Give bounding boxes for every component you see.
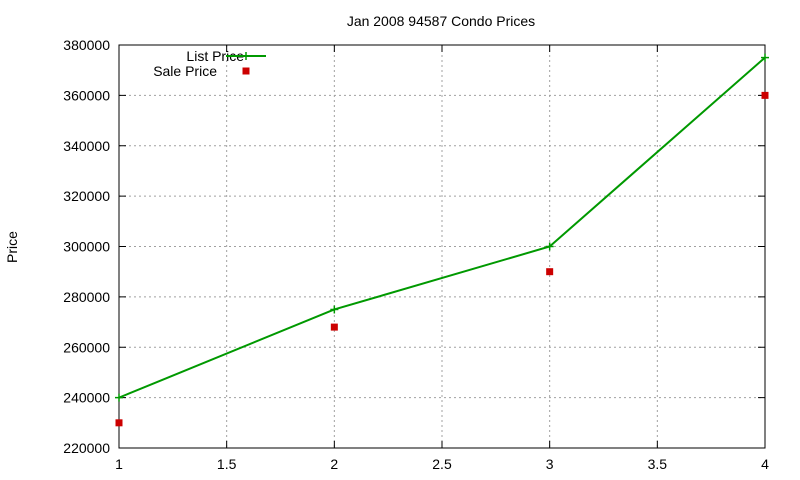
legend-marker-list-price	[242, 52, 250, 60]
y-tick-label: 280000	[63, 289, 110, 305]
y-tick-label: 300000	[63, 239, 110, 255]
x-tick-label: 1	[115, 456, 123, 472]
data-point-square	[546, 268, 554, 276]
data-point-plus	[115, 393, 123, 402]
grid-lines	[119, 45, 765, 448]
plot-area-frame	[118, 44, 766, 449]
x-axis-ticks: 1 1.5 2 2.5 3 3.5 4	[115, 45, 769, 472]
data-point-square	[761, 91, 769, 99]
series-layer	[115, 53, 769, 427]
y-tick-label: 360000	[63, 87, 110, 103]
x-tick-label: 3.5	[648, 456, 668, 472]
x-tick-label: 2	[330, 456, 338, 472]
data-point-plus	[545, 242, 554, 251]
data-point-plus	[761, 53, 769, 62]
data-point-square	[330, 323, 338, 331]
chart-title: Jan 2008 94587 Condo Prices	[347, 13, 535, 29]
legend-plus-glyph	[242, 52, 250, 60]
legend: List Price Sale Price	[153, 48, 266, 79]
legend-label-sale-price: Sale Price	[153, 63, 217, 79]
data-point-square	[115, 419, 123, 427]
x-tick-label: 1.5	[217, 456, 237, 472]
y-tick-label: 380000	[63, 37, 110, 53]
series-1	[115, 53, 769, 402]
data-point-plus	[330, 305, 339, 314]
y-axis-label: Price	[4, 231, 20, 263]
series-line	[118, 56, 766, 399]
x-tick-label: 4	[761, 456, 769, 472]
legend-label-list-price: List Price	[186, 48, 244, 64]
y-axis-ticks: 220000 240000 260000 280000 300000 320000 3400…	[63, 37, 765, 456]
series-2	[115, 91, 769, 427]
y-tick-label: 340000	[63, 138, 110, 154]
y-tick-label: 220000	[63, 440, 110, 456]
x-tick-label: 3	[546, 456, 554, 472]
y-tick-label: 320000	[63, 188, 110, 204]
legend-marker-sale-price	[242, 67, 250, 75]
x-tick-label: 2.5	[432, 456, 452, 472]
y-tick-label: 260000	[63, 339, 110, 355]
y-tick-label: 240000	[63, 390, 110, 406]
